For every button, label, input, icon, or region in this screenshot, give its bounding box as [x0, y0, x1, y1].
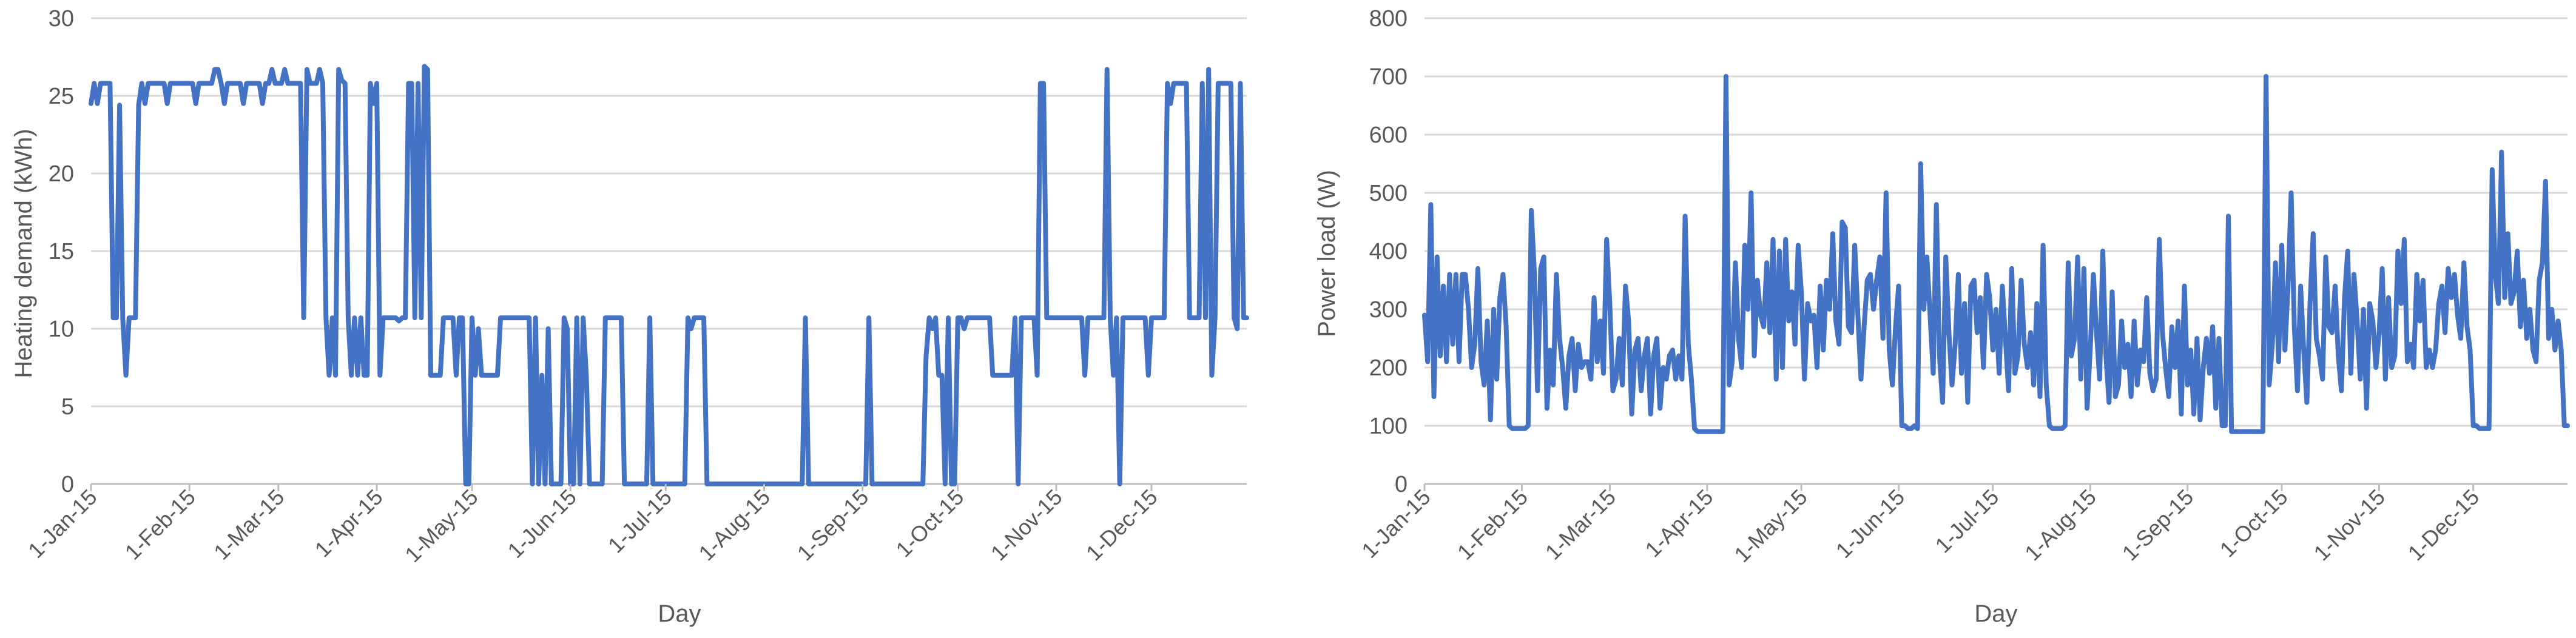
heating-demand-y-tick-label: 25 — [49, 84, 74, 109]
power-load-x-tick-label: 1-Sep-15 — [2117, 485, 2199, 566]
power-load-x-tick-label: 1-Jun-15 — [1831, 485, 1909, 563]
heating-demand-x-tick-label: 1-Mar-15 — [209, 485, 289, 565]
heating-demand-x-axis-label: Day — [658, 600, 701, 627]
power-load-y-tick-label: 600 — [1369, 123, 1408, 148]
power-load-y-tick-label: 500 — [1369, 181, 1408, 206]
power-load-x-tick-label: 1-Apr-15 — [1640, 485, 1718, 562]
heating-demand-line — [89, 64, 1249, 486]
power-load-y-tick-label: 0 — [1395, 472, 1408, 497]
power-load-y-tick-label: 200 — [1369, 355, 1408, 381]
heating-demand-x-tick-label: 1-Apr-15 — [310, 485, 388, 562]
power-load-y-tick-label: 300 — [1369, 297, 1408, 323]
heating-demand-x-tick-label: 1-Jun-15 — [502, 485, 581, 563]
power-load-x-tick-label: 1-Nov-15 — [2308, 485, 2390, 566]
power-load-x-tick-label: 1-May-15 — [1729, 485, 1812, 568]
power-load-x-tick-label: 1-Oct-15 — [2215, 485, 2293, 562]
power-load-x-tick-label: 1-Mar-15 — [1540, 485, 1620, 565]
heating-demand-y-tick-label: 0 — [61, 472, 74, 497]
power-load-line — [1422, 74, 2570, 434]
heating-demand-x-tick-label: 1-Dec-15 — [1081, 485, 1162, 566]
heating-demand-x-tick-label: 1-Sep-15 — [792, 485, 874, 566]
power-load-x-tick-label: 1-Feb-15 — [1452, 485, 1532, 565]
heating-demand-x-tick-label: 1-Oct-15 — [891, 485, 968, 562]
heating-demand-x-tick-label: 1-Jul-15 — [603, 485, 676, 558]
heating-demand-y-tick-label: 30 — [49, 6, 74, 32]
heating-demand-x-tick-label: 1-Feb-15 — [120, 485, 200, 565]
power-load-x-tick-label: 1-Dec-15 — [2403, 485, 2484, 566]
heating-demand-y-axis-label: Heating demand (kWh) — [10, 129, 37, 378]
power-load-x-tick-label: 1-Jul-15 — [1930, 485, 2004, 558]
power-load-y-tick-label: 400 — [1369, 239, 1408, 264]
power-load-y-tick-label: 800 — [1369, 6, 1408, 32]
heating-demand-y-tick-label: 5 — [61, 394, 74, 420]
heating-demand-x-tick-label: 1-May-15 — [400, 485, 483, 568]
power-load-x-tick-label: 1-Aug-15 — [2020, 485, 2101, 566]
heating-demand-x-tick-label: 1-Aug-15 — [693, 485, 775, 566]
heating-demand-y-tick-label: 15 — [49, 239, 74, 264]
power-load-x-axis-label: Day — [1974, 600, 2017, 627]
power-load-y-tick-label: 100 — [1369, 414, 1408, 439]
heating-demand-y-tick-label: 20 — [49, 161, 74, 187]
heating-demand-x-tick-label: 1-Nov-15 — [986, 485, 1067, 566]
heating-demand-y-tick-label: 10 — [49, 317, 74, 342]
power-load-y-axis-label: Power load (W) — [1313, 170, 1340, 337]
power-load-y-tick-label: 700 — [1369, 64, 1408, 90]
